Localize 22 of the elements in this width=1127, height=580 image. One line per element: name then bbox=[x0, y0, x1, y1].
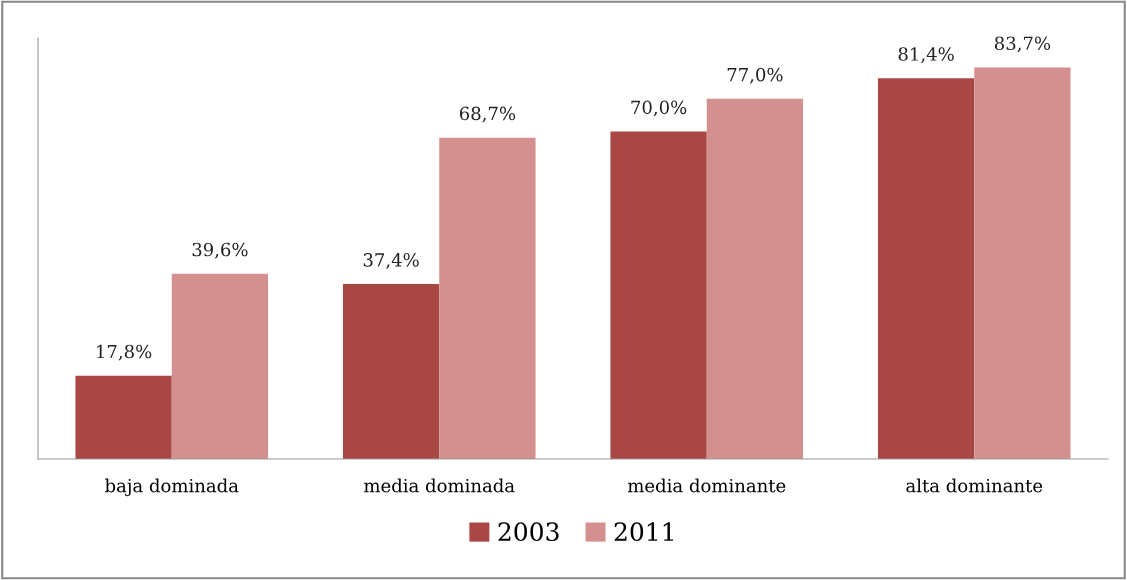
legend-label: 2011 bbox=[614, 522, 674, 542]
bar bbox=[171, 273, 269, 459]
data-label: 17,8% bbox=[97, 344, 152, 361]
data-label: 81,4% bbox=[898, 47, 954, 64]
data-label: 68,7% bbox=[459, 106, 516, 123]
data-label: 37,4% bbox=[363, 253, 419, 269]
bar bbox=[75, 375, 172, 459]
data-label: 39,6% bbox=[192, 242, 248, 259]
x-tick-label: media dominante bbox=[627, 478, 786, 493]
bar bbox=[439, 137, 536, 459]
x-tick-label: media dominada bbox=[364, 478, 515, 493]
data-label: 77,0% bbox=[727, 67, 783, 84]
bar bbox=[342, 284, 440, 459]
x-tick-label: alta dominante bbox=[906, 478, 1043, 493]
data-label: 83,7% bbox=[994, 36, 1051, 53]
x-tick-label: baja dominada bbox=[105, 478, 239, 497]
data-label: 70,0% bbox=[631, 100, 687, 117]
bar bbox=[610, 131, 707, 459]
bar bbox=[877, 78, 975, 459]
bar bbox=[974, 67, 1071, 459]
legend-label: 2003 bbox=[498, 522, 559, 542]
bar bbox=[706, 98, 804, 459]
